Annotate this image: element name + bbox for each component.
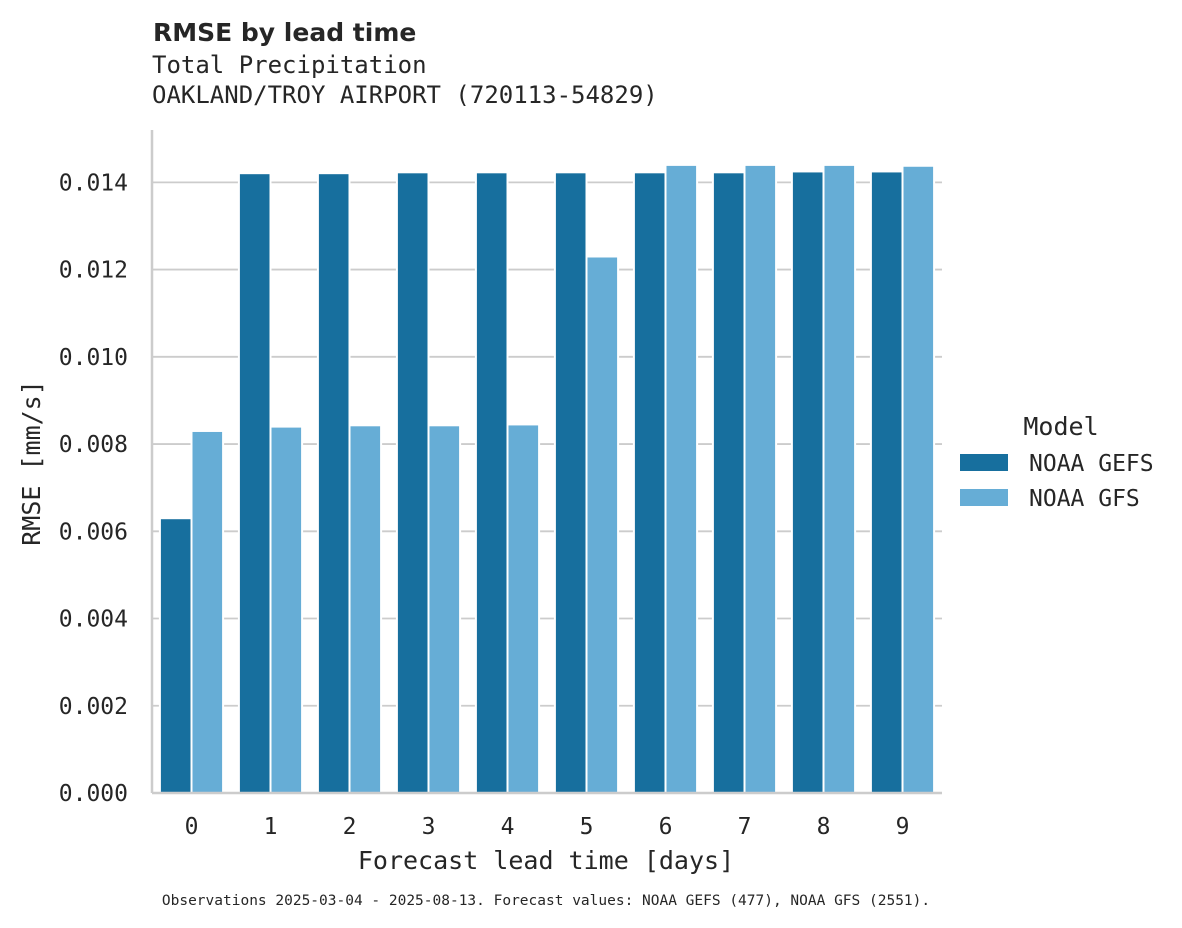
y-tick-label: 0.006 (59, 519, 128, 545)
x-axis-label: Forecast lead time [days] (358, 846, 734, 875)
bar (427, 424, 462, 794)
chart-title: RMSE by lead time (153, 18, 416, 47)
chart-subtitle-line-1: Total Precipitation (152, 51, 427, 79)
bar (158, 517, 193, 794)
bar (743, 163, 778, 795)
bar (237, 172, 272, 794)
bar (869, 170, 904, 794)
bar (711, 171, 746, 794)
legend-title: Model (1023, 412, 1098, 441)
legend-label: NOAA GFS (1029, 486, 1140, 512)
y-tick-labels: 0.000 0.002 0.004 0.006 0.008 0.010 0.012 0.014 (59, 170, 128, 807)
legend: Model NOAA GEFS NOAA GFS (960, 412, 1154, 512)
bar (474, 171, 509, 794)
x-tick-label: 2 (343, 814, 357, 840)
axes (150, 130, 942, 795)
legend-label: NOAA GEFS (1029, 451, 1154, 477)
bar (553, 171, 588, 794)
y-tick-label: 0.002 (59, 694, 128, 720)
x-tick-label: 7 (738, 814, 752, 840)
bar (632, 171, 667, 794)
bar (190, 429, 225, 794)
bar (269, 425, 304, 794)
chart-subtitle-line-2: OAKLAND/TROY AIRPORT (720113-54829) (152, 81, 658, 109)
bar (348, 424, 383, 794)
y-tick-label: 0.008 (59, 432, 128, 458)
bar (790, 170, 825, 794)
legend-swatch (960, 454, 1008, 471)
bar (901, 164, 936, 795)
y-tick-label: 0.000 (59, 781, 128, 807)
bar (506, 423, 541, 794)
bar (664, 163, 699, 795)
y-axis-label: RMSE [mm/s] (17, 380, 46, 546)
x-tick-label: 6 (659, 814, 673, 840)
footnote: Observations 2025-03-04 - 2025-08-13. Fo… (162, 893, 930, 909)
y-tick-label: 0.012 (59, 258, 128, 284)
x-tick-label: 5 (580, 814, 594, 840)
x-tick-label: 3 (422, 814, 436, 840)
bars (158, 163, 936, 795)
x-tick-label: 0 (185, 814, 199, 840)
bar (316, 172, 351, 794)
x-tick-label: 1 (264, 814, 278, 840)
x-tick-label: 8 (817, 814, 831, 840)
bar (585, 255, 620, 794)
y-tick-label: 0.004 (59, 607, 128, 633)
bar (822, 163, 857, 795)
y-tick-label: 0.010 (59, 345, 128, 371)
x-tick-labels: 0 1 2 3 4 5 6 7 8 9 (185, 814, 910, 840)
x-tick-label: 4 (501, 814, 515, 840)
x-tick-label: 9 (896, 814, 910, 840)
legend-swatch (960, 489, 1008, 506)
y-tick-label: 0.014 (59, 170, 128, 196)
bar (395, 171, 430, 794)
